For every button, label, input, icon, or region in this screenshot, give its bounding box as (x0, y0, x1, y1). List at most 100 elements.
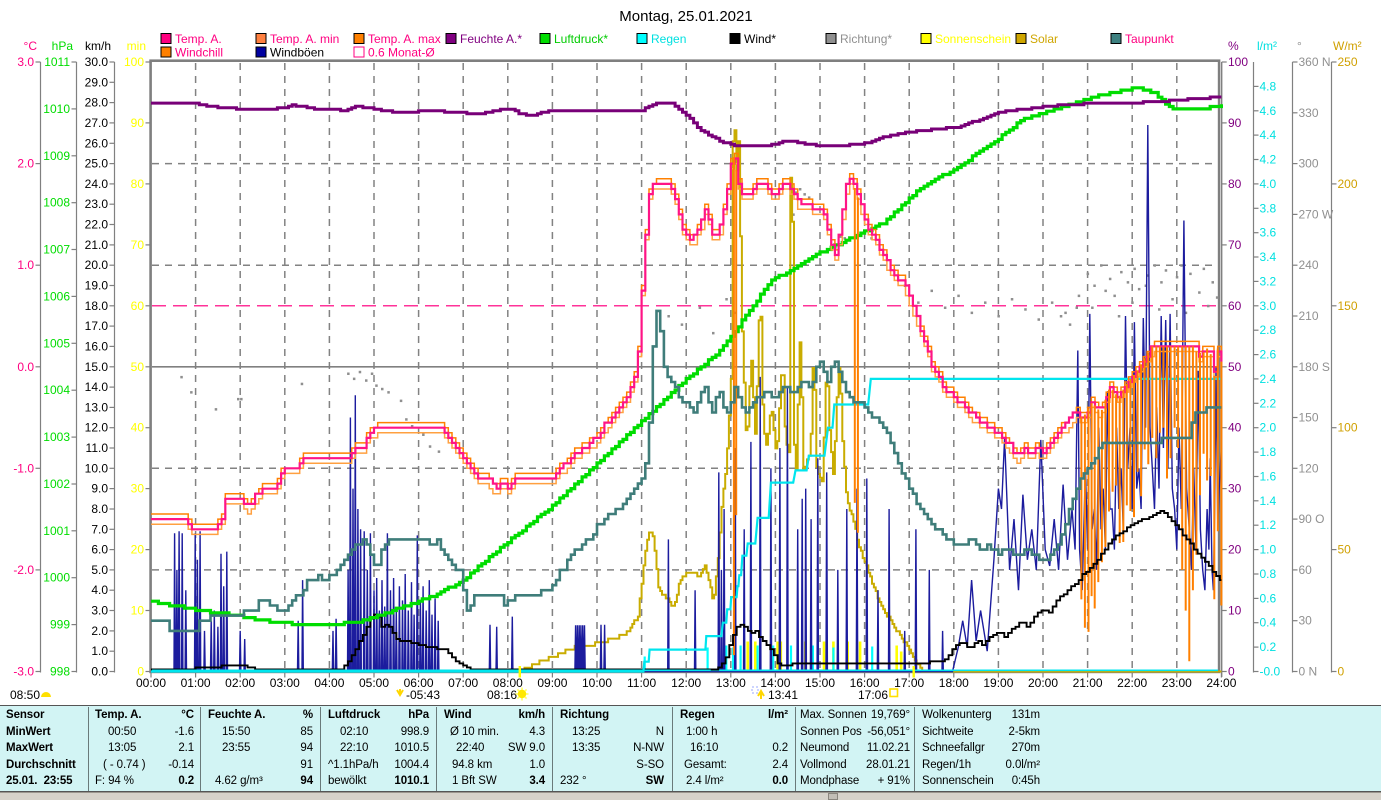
svg-text:4.8: 4.8 (1260, 79, 1277, 93)
svg-text:01:00: 01:00 (181, 676, 211, 690)
svg-text:90: 90 (1228, 116, 1242, 130)
svg-text:100: 100 (1228, 55, 1248, 69)
svg-text:27.0: 27.0 (85, 116, 109, 130)
svg-text:13.0: 13.0 (85, 400, 109, 414)
svg-text:20.0: 20.0 (85, 258, 109, 272)
svg-text:4.4: 4.4 (1260, 128, 1277, 142)
svg-text:17.0: 17.0 (85, 319, 109, 333)
svg-text:0.4: 0.4 (1260, 616, 1277, 630)
svg-text:23:00: 23:00 (1162, 676, 1192, 690)
svg-text:28.0: 28.0 (85, 96, 109, 110)
svg-text:Feuchte A.*: Feuchte A.* (460, 32, 522, 46)
svg-text:240: 240 (1299, 258, 1319, 272)
svg-text:2.6: 2.6 (1260, 348, 1277, 362)
svg-text:20: 20 (131, 543, 145, 557)
svg-text:3.4: 3.4 (1260, 250, 1277, 264)
svg-text:21:00: 21:00 (1073, 676, 1103, 690)
svg-text:2.4: 2.4 (1260, 372, 1277, 386)
svg-text:270 W: 270 W (1299, 207, 1334, 221)
svg-text:0: 0 (137, 665, 144, 679)
svg-text:80: 80 (1228, 177, 1242, 191)
svg-text:360 N: 360 N (1299, 55, 1331, 69)
svg-text:-1.0: -1.0 (13, 461, 34, 475)
svg-text:150: 150 (1338, 299, 1358, 313)
svg-text:1010: 1010 (43, 102, 70, 116)
svg-text:12:00: 12:00 (671, 676, 701, 690)
svg-text:90 O: 90 O (1299, 512, 1325, 526)
svg-text:10.0: 10.0 (85, 461, 109, 475)
svg-text:0.6: 0.6 (1260, 591, 1277, 605)
svg-text:150: 150 (1299, 411, 1319, 425)
svg-text:0.8: 0.8 (1260, 567, 1277, 581)
svg-text:60: 60 (1228, 299, 1242, 313)
svg-text:330: 330 (1299, 106, 1319, 120)
svg-text:W/m²: W/m² (1333, 39, 1362, 53)
svg-text:13:41: 13:41 (768, 688, 798, 702)
svg-text:70: 70 (131, 238, 145, 252)
svg-text:3.0: 3.0 (91, 604, 108, 618)
svg-text:30: 30 (1228, 482, 1242, 496)
svg-text:998: 998 (50, 665, 70, 679)
svg-text:-3.0: -3.0 (13, 665, 34, 679)
svg-text:4.0: 4.0 (1260, 177, 1277, 191)
svg-text:1.0: 1.0 (17, 258, 34, 272)
svg-text:15:00: 15:00 (805, 676, 835, 690)
svg-text:20:00: 20:00 (1028, 676, 1058, 690)
svg-text:5.0: 5.0 (91, 563, 108, 577)
svg-text:30: 30 (1299, 614, 1313, 628)
svg-text:2.0: 2.0 (1260, 421, 1277, 435)
svg-text:21.0: 21.0 (85, 238, 109, 252)
svg-text:10: 10 (1228, 604, 1242, 618)
svg-text:60: 60 (1299, 563, 1313, 577)
svg-text:6.0: 6.0 (91, 543, 108, 557)
svg-text:3.2: 3.2 (1260, 274, 1277, 288)
svg-text:min: min (127, 39, 146, 53)
svg-text:09:00: 09:00 (537, 676, 567, 690)
svg-text:210: 210 (1299, 309, 1319, 323)
svg-text:2.8: 2.8 (1260, 323, 1277, 337)
svg-text:07:00: 07:00 (448, 676, 478, 690)
svg-text:Temp. A. min: Temp. A. min (270, 32, 339, 46)
svg-text:hPa: hPa (52, 39, 74, 53)
svg-text:03:00: 03:00 (270, 676, 300, 690)
svg-text:06:00: 06:00 (404, 676, 434, 690)
svg-text:18.0: 18.0 (85, 299, 109, 313)
svg-text:60: 60 (131, 299, 145, 313)
svg-text:08:50: 08:50 (10, 688, 40, 702)
svg-text:11:00: 11:00 (627, 676, 656, 690)
svg-text:Richtung*: Richtung* (840, 32, 892, 46)
svg-text:1.4: 1.4 (1260, 494, 1277, 508)
svg-text:-2.0: -2.0 (13, 563, 34, 577)
svg-text:180 S: 180 S (1299, 360, 1330, 374)
svg-text:1009: 1009 (43, 149, 70, 163)
svg-text:24:00: 24:00 (1206, 676, 1236, 690)
svg-text:km/h: km/h (85, 39, 111, 53)
svg-text:Temp. A.: Temp. A. (175, 32, 222, 46)
svg-text:0.2: 0.2 (1260, 640, 1277, 654)
svg-text:19.0: 19.0 (85, 279, 109, 293)
svg-text:1.0: 1.0 (91, 644, 108, 658)
svg-text:999: 999 (50, 618, 70, 632)
svg-text:200: 200 (1338, 177, 1358, 191)
svg-text:Solar: Solar (1030, 32, 1058, 46)
svg-text:00:00: 00:00 (136, 676, 166, 690)
svg-text:30: 30 (131, 482, 145, 496)
svg-text:70: 70 (1228, 238, 1242, 252)
svg-text:02:00: 02:00 (225, 676, 255, 690)
svg-text:1011: 1011 (44, 55, 70, 69)
svg-text:Sonnenschein: Sonnenschein (935, 32, 1011, 46)
svg-text:2.0: 2.0 (17, 157, 34, 171)
svg-text:0: 0 (1228, 665, 1235, 679)
svg-text:300: 300 (1299, 157, 1319, 171)
svg-text:Luftdruck*: Luftdruck* (554, 32, 608, 46)
svg-text:40: 40 (1228, 421, 1242, 435)
svg-text:30.0: 30.0 (85, 55, 109, 69)
svg-text:40: 40 (131, 421, 145, 435)
svg-text:Taupunkt: Taupunkt (1125, 32, 1174, 46)
svg-text:1005: 1005 (43, 336, 70, 350)
svg-text:18:00: 18:00 (939, 676, 969, 690)
svg-text:16:00: 16:00 (850, 676, 880, 690)
svg-text:12.0: 12.0 (85, 421, 109, 435)
svg-text:16.0: 16.0 (85, 339, 109, 353)
svg-text:04:00: 04:00 (314, 676, 344, 690)
